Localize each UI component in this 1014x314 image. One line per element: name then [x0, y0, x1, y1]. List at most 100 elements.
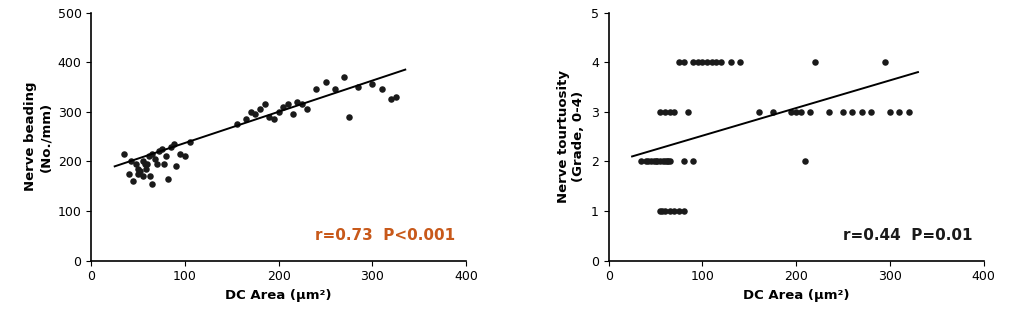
Point: [666, 208, 682, 214]
Point: [121, 171, 137, 176]
Point: [793, 109, 809, 114]
Point: [153, 146, 169, 151]
Point: [137, 161, 153, 166]
Point: [877, 60, 893, 65]
Point: [784, 109, 800, 114]
Point: [863, 109, 879, 114]
Point: [271, 109, 287, 114]
Point: [149, 161, 165, 166]
Point: [317, 79, 334, 84]
Point: [680, 109, 697, 114]
Point: [652, 208, 668, 214]
Point: [141, 154, 157, 159]
Point: [699, 60, 715, 65]
Point: [640, 159, 656, 164]
Point: [130, 171, 146, 176]
Point: [327, 87, 343, 92]
Point: [671, 60, 687, 65]
Point: [135, 174, 151, 179]
Point: [638, 159, 654, 164]
Point: [126, 179, 142, 184]
Point: [661, 109, 677, 114]
Point: [266, 117, 282, 122]
Point: [891, 109, 908, 114]
Point: [675, 159, 692, 164]
Point: [690, 60, 706, 65]
Text: r=0.44  P=0.01: r=0.44 P=0.01: [843, 228, 972, 243]
Point: [138, 166, 154, 171]
Point: [788, 109, 804, 114]
Point: [657, 208, 673, 214]
Point: [649, 159, 665, 164]
Point: [765, 109, 781, 114]
Point: [176, 154, 193, 159]
Point: [128, 161, 144, 166]
Point: [713, 60, 729, 65]
Point: [167, 164, 184, 169]
Point: [374, 87, 390, 92]
Point: [722, 60, 738, 65]
Point: [802, 109, 818, 114]
Point: [275, 104, 291, 109]
Point: [163, 144, 179, 149]
Point: [666, 109, 682, 114]
Point: [659, 159, 675, 164]
Point: [835, 109, 851, 114]
Y-axis label: Nerve beading
(No./mm): Nerve beading (No./mm): [24, 82, 52, 191]
Point: [675, 60, 692, 65]
Point: [257, 102, 273, 107]
Point: [144, 181, 160, 186]
Point: [308, 87, 324, 92]
Point: [182, 139, 198, 144]
Point: [294, 102, 310, 107]
Point: [643, 159, 659, 164]
Point: [797, 159, 813, 164]
Point: [845, 109, 861, 114]
Point: [657, 109, 673, 114]
Point: [165, 142, 182, 147]
Point: [242, 109, 259, 114]
Point: [289, 99, 305, 104]
Point: [285, 112, 301, 117]
Point: [299, 107, 315, 112]
X-axis label: DC Area (μm²): DC Area (μm²): [743, 289, 850, 302]
Point: [684, 60, 701, 65]
Point: [655, 159, 671, 164]
Point: [251, 107, 268, 112]
Point: [123, 159, 139, 164]
Point: [709, 60, 725, 65]
Point: [262, 114, 278, 119]
Point: [116, 151, 132, 156]
Point: [158, 154, 174, 159]
Point: [659, 159, 675, 164]
Point: [151, 149, 167, 154]
Point: [135, 159, 151, 164]
Point: [807, 60, 823, 65]
Point: [646, 159, 662, 164]
Y-axis label: Nerve tourtuosity
(Grade, 0-4): Nerve tourtuosity (Grade, 0-4): [558, 70, 585, 203]
Point: [228, 122, 244, 127]
Point: [350, 84, 366, 89]
Point: [130, 166, 146, 171]
Point: [652, 159, 668, 164]
Point: [654, 208, 670, 214]
Point: [820, 109, 837, 114]
Point: [139, 161, 155, 166]
Point: [147, 156, 163, 161]
Point: [160, 176, 176, 181]
Point: [647, 159, 663, 164]
Point: [684, 159, 701, 164]
Point: [704, 60, 720, 65]
Point: [882, 109, 898, 114]
Point: [657, 159, 673, 164]
Point: [142, 174, 158, 179]
Point: [750, 109, 767, 114]
Point: [156, 161, 172, 166]
Point: [634, 159, 650, 164]
Point: [695, 60, 711, 65]
Text: r=0.73  P<0.001: r=0.73 P<0.001: [314, 228, 455, 243]
Point: [675, 208, 692, 214]
Point: [238, 117, 255, 122]
Point: [732, 60, 748, 65]
Point: [652, 109, 668, 114]
